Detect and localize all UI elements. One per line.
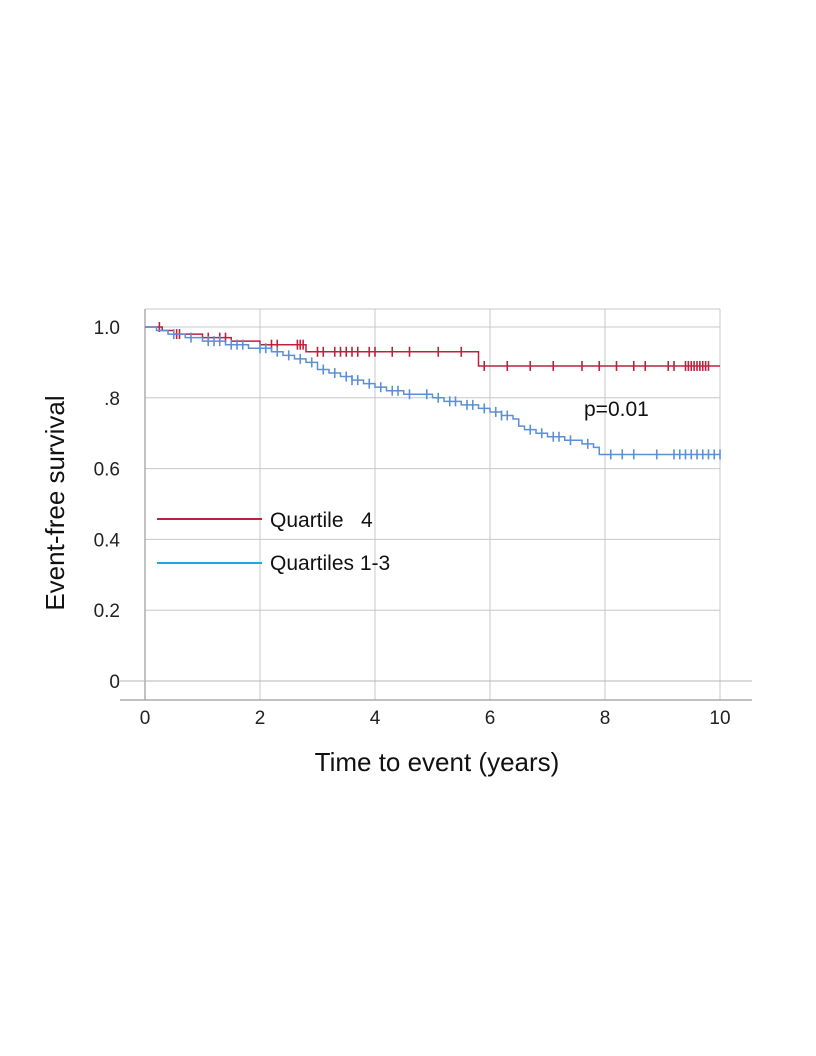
y-axis-title: Event-free survival xyxy=(40,395,70,610)
survival-curve-quartiles-1-3 xyxy=(145,326,720,456)
y-tick-label: 1.0 xyxy=(94,318,120,339)
y-tick-label: 0.4 xyxy=(94,530,121,551)
y-tick-label: 0 xyxy=(109,672,120,693)
y-tick-label: .8 xyxy=(104,389,120,410)
tick-labels: 0 0.2 0.4 0.6 .8 1.0 0 2 4 6 8 10 xyxy=(94,318,731,729)
x-tick-label: 4 xyxy=(370,708,381,729)
x-tick-label: 8 xyxy=(600,708,611,729)
series-layer xyxy=(145,322,721,460)
axes xyxy=(120,309,752,701)
x-tick-label: 0 xyxy=(140,708,151,729)
p-value-annotation: p=0.01 xyxy=(584,398,649,421)
legend: Quartile 4 Quartiles 1-3 xyxy=(157,509,390,575)
legend-label-quartiles-1-3: Quartiles 1-3 xyxy=(270,552,390,575)
x-tick-label: 10 xyxy=(709,708,730,729)
x-axis-title: Time to event (years) xyxy=(315,747,560,777)
x-tick-label: 2 xyxy=(255,708,266,729)
series-quartiles-1-3 xyxy=(145,326,721,460)
y-tick-label: 0.2 xyxy=(94,601,120,622)
y-tick-label: 0.6 xyxy=(94,460,120,481)
legend-label-quartile-4: Quartile 4 xyxy=(270,509,373,532)
x-tick-label: 6 xyxy=(485,708,496,729)
